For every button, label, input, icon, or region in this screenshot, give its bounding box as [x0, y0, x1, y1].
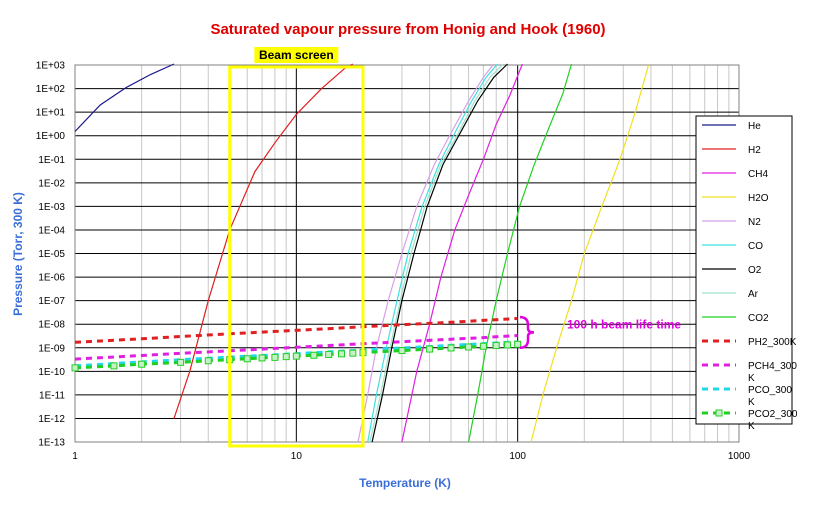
y-tick-label: 1E-01 [38, 155, 65, 166]
series-marker-pco2_300k [258, 354, 266, 362]
legend-label: He [748, 121, 761, 132]
legend-label: CO2 [748, 313, 769, 324]
series-line-co2 [468, 63, 573, 443]
x-tick-label: 100 [509, 451, 526, 462]
y-tick-label: 1E+02 [36, 84, 66, 95]
beam-screen-annotation: Beam screen [228, 47, 365, 448]
series-marker-pco2_300k [447, 344, 455, 352]
legend-label: CH4 [748, 169, 768, 180]
y-tick-label: 1E-04 [38, 225, 65, 236]
legend-label: H2 [748, 145, 761, 156]
legend-label: PH2_300K [748, 337, 797, 348]
series-marker-pco2_300k [398, 347, 406, 355]
series-marker-pco2_300k [138, 360, 146, 368]
tick-labels: 1E-13 1E-12 1E-11 1E-10 1E-09 1E-08 1E-07 1E-06… [36, 61, 751, 463]
y-tick-label: 1E-08 [38, 320, 65, 331]
y-tick-label: 1E-03 [38, 202, 65, 213]
y-tick-label: 1E-13 [38, 438, 65, 449]
series-line-co [367, 63, 498, 443]
legend-box [695, 115, 793, 425]
series-line-ch4 [401, 63, 523, 443]
legend-label: H2O [748, 193, 769, 204]
series-line-h2 [173, 63, 354, 419]
series-line-o2 [371, 63, 508, 443]
series-marker-pco2_300k [349, 349, 357, 357]
y-tick-label: 1E-10 [38, 367, 65, 378]
series-marker-pco2_300k [110, 362, 118, 370]
series-marker-pco2_300k [71, 364, 79, 372]
series-marker-pco2_300k [426, 345, 434, 353]
x-tick-label: 1 [72, 451, 78, 462]
y-tick-label: 1E-11 [39, 390, 65, 401]
series-marker-pco2_300k [271, 353, 279, 361]
series-marker-pco2_300k [492, 342, 500, 350]
series-marker-pco2_300k [325, 350, 333, 358]
y-tick-label: 1E-09 [38, 343, 65, 354]
series-line-pco_300k [74, 340, 518, 368]
legend-label: N2 [748, 217, 761, 228]
y-axis-title: Pressure (Torr, 300 K) [11, 192, 25, 316]
series-marker-pco2_300k [504, 341, 512, 349]
x-tick-label: 1000 [728, 451, 751, 462]
y-tick-label: 1E-05 [38, 249, 65, 260]
y-tick-label: 1E+00 [36, 131, 66, 142]
grid [74, 64, 740, 443]
series-marker-pco2_300k [338, 350, 346, 358]
series-marker-pco2_300k [282, 353, 290, 361]
beam-screen-box [228, 65, 365, 448]
y-tick-label: 1E-12 [38, 414, 65, 425]
y-tick-label: 1E+01 [36, 108, 66, 119]
series-line-pch4_300k [74, 334, 518, 361]
series-marker-pco2_300k [310, 351, 318, 359]
y-tick-label: 1E-07 [38, 296, 65, 307]
legend-label: CO [748, 241, 763, 252]
series-line-ar [369, 63, 504, 443]
x-tick-label: 10 [291, 451, 303, 462]
y-tick-label: 1E-02 [38, 178, 65, 189]
legend-label: PCO2_300 K [748, 409, 798, 432]
series-group [71, 63, 650, 443]
beam-screen-label: Beam screen [259, 48, 334, 62]
series-marker-pco2_300k [479, 342, 487, 350]
legend-label: Ar [748, 289, 759, 300]
series-line-h2o [530, 64, 650, 443]
lifetime-label: 100 h beam life time [567, 317, 681, 331]
y-tick-label: 1E-06 [38, 273, 65, 284]
series-marker-pco2_300k [204, 357, 212, 365]
series-line-he [74, 63, 175, 132]
legend-marker [715, 409, 723, 417]
beam-screen-label-bg [254, 47, 339, 63]
lifetime-brace [519, 315, 535, 349]
y-tick-label: 1E+03 [36, 61, 66, 72]
legend-label: PCO_300 K [748, 385, 792, 408]
series-marker-pco2_300k [465, 343, 473, 351]
legend-label: PCH4_300 K [748, 361, 797, 384]
chart-title: Saturated vapour pressure from Honig and… [210, 21, 605, 38]
series-marker-pco2_300k [243, 355, 251, 363]
legend-label: O2 [748, 265, 762, 276]
series-line-n2 [357, 63, 495, 443]
lifetime-annotation: 100 h beam life time [519, 315, 681, 349]
series-marker-pco2_300k [177, 358, 185, 366]
x-axis-title: Temperature (K) [359, 476, 451, 490]
series-marker-pco2_300k [292, 352, 300, 360]
series-marker-pco2_300k [514, 340, 522, 348]
series-line-ph2_300k [74, 317, 518, 344]
